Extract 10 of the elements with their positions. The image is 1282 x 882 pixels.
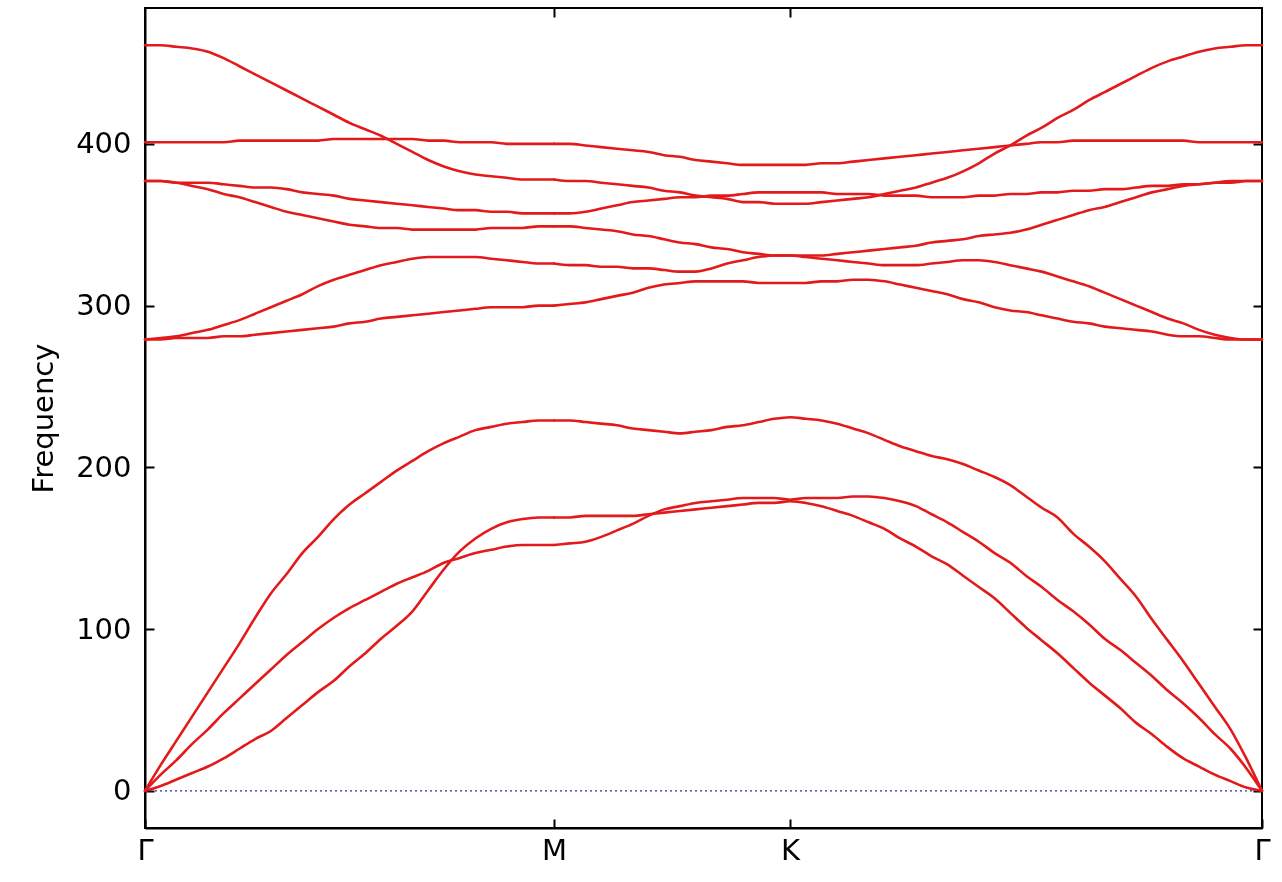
x-tick-label: K (781, 832, 802, 867)
y-tick-label: 100 (76, 611, 132, 646)
y-tick-label: 200 (76, 449, 132, 484)
x-tick-label: Γ (1254, 832, 1271, 867)
y-tick-label: 400 (76, 126, 132, 161)
y-axis-title: Frequency (26, 343, 61, 494)
x-tick-label: M (542, 832, 568, 867)
x-tick-label: Γ (137, 832, 154, 867)
y-tick-label: 300 (76, 288, 132, 323)
y-tick-label: 0 (113, 773, 132, 808)
